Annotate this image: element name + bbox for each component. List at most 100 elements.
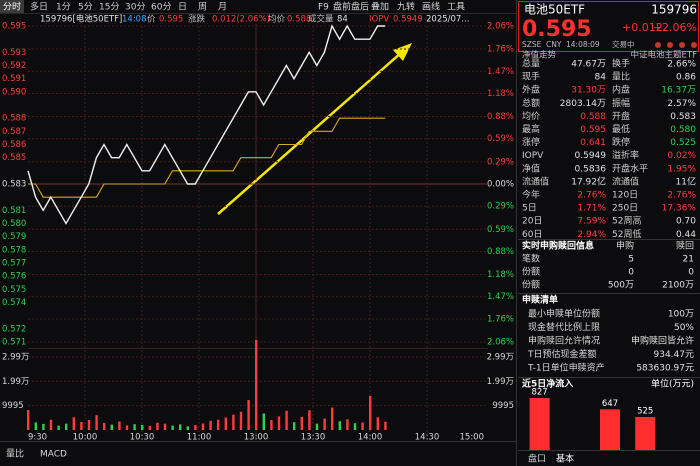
- tab[interactable]: 1分: [56, 2, 71, 13]
- v-tick-label: 9995: [492, 401, 514, 411]
- stat-value: 0.588: [580, 112, 606, 122]
- x-tick-label: 10:30: [130, 433, 155, 443]
- y2-tick-label: 1.76%: [487, 45, 514, 55]
- volume-bar: [201, 423, 205, 430]
- y-tick-label: 0.586: [2, 140, 26, 150]
- stat-value: 17.36%: [662, 204, 697, 214]
- row-label: 现金替代比例上限: [528, 321, 600, 333]
- side-tab[interactable]: 盘口: [528, 453, 546, 465]
- indicator-tab[interactable]: MACD: [40, 450, 67, 460]
- row-value: 100万: [668, 310, 694, 320]
- stat-label: 均价: [522, 110, 540, 122]
- y-tick-label: 0.580: [2, 219, 26, 229]
- flow-label: 525: [637, 406, 653, 416]
- y-tick-label: 0.572: [2, 324, 26, 334]
- indicator-tab[interactable]: 量比: [6, 448, 24, 460]
- volume-bar: [209, 420, 212, 430]
- info-item: 成交量: [308, 14, 334, 25]
- tab[interactable]: 60分: [151, 2, 171, 13]
- flow-bar: [600, 409, 620, 450]
- volume-bar: [156, 422, 159, 430]
- stat-label: 总额: [522, 97, 540, 109]
- volume-bar: [247, 400, 250, 430]
- tool[interactable]: F9: [318, 3, 329, 13]
- quote-name: 电池50ETF: [524, 3, 585, 17]
- info-item: 价: [147, 15, 156, 25]
- y-tick-label: 0.583: [2, 180, 26, 190]
- volume-bar: [255, 339, 258, 430]
- info-item: 0.012(2.06%): [212, 15, 270, 25]
- y-tick-label: 0.593: [2, 48, 26, 58]
- y-tick-label: 0.588: [2, 114, 26, 124]
- tab[interactable]: 15分: [99, 2, 119, 13]
- stat-value: 0.5836: [575, 164, 607, 174]
- tab[interactable]: 日: [178, 2, 187, 13]
- row-value: 500万: [608, 281, 634, 291]
- stat-value: 1.71%: [577, 204, 606, 214]
- volume-bar: [141, 424, 144, 430]
- y2-tick-label: 2.06%: [487, 338, 514, 348]
- stat-label: 内盘: [612, 84, 630, 96]
- y2-tick-label: 1.76%: [487, 314, 514, 324]
- y-tick-label: 0.575: [2, 285, 26, 295]
- volume-bar: [232, 414, 235, 430]
- tab[interactable]: 月: [218, 2, 227, 13]
- volume-bar: [293, 422, 296, 430]
- volume-bar: [262, 413, 265, 430]
- y2-tick-label: 1.47%: [487, 67, 514, 77]
- row-value: 申购赎回皆允许: [631, 335, 694, 347]
- tool[interactable]: 九转: [397, 1, 415, 13]
- v-tick-label: 1.99万: [2, 377, 29, 387]
- tab[interactable]: 分时: [3, 1, 21, 13]
- stat-label: 最高: [522, 123, 540, 135]
- side-tab[interactable]: 基本: [556, 453, 574, 465]
- row-label: T日预估现金差额: [527, 348, 597, 360]
- volume-bar: [361, 422, 364, 430]
- volume-bar: [217, 419, 220, 430]
- row-label: 最小申赎单位份额: [528, 308, 600, 320]
- row-value: 0: [688, 268, 694, 278]
- v-tick-label: 2.99万: [2, 353, 29, 363]
- y-tick-label: 0.585: [2, 153, 26, 163]
- tool[interactable]: 盘前盘后: [333, 1, 369, 13]
- info-item: 2025/07...: [426, 15, 469, 25]
- stat-value: 17.92亿: [571, 175, 606, 187]
- y-tick-label: 0.591: [2, 74, 26, 84]
- volume-bar: [179, 424, 182, 430]
- volume-bar: [65, 423, 68, 430]
- row-value: 0: [628, 268, 634, 278]
- volume-bar: [110, 424, 113, 430]
- stat-label: 跌停: [612, 136, 630, 148]
- tab[interactable]: 30分: [125, 2, 145, 13]
- tab[interactable]: 周: [198, 2, 207, 13]
- tab[interactable]: 5分: [78, 2, 93, 13]
- x-tick-label: 9:30: [28, 433, 47, 443]
- stat-value: 2.76%: [667, 191, 696, 201]
- tool[interactable]: 叠加: [371, 2, 389, 13]
- volume-bar: [384, 421, 387, 430]
- tab[interactable]: 多日: [30, 1, 48, 13]
- x-tick-label: 14:30: [415, 433, 440, 443]
- volume-bar: [194, 425, 197, 430]
- stat-label: 换手: [612, 58, 630, 70]
- stat-value: 7.59%: [577, 217, 606, 227]
- tool[interactable]: 工具: [447, 2, 465, 13]
- volume-bar: [346, 419, 349, 430]
- volume-bar: [224, 417, 227, 430]
- y-tick-label: 0.576: [2, 272, 26, 282]
- stat-label: 52周高: [612, 215, 641, 227]
- stat-label: IOPV: [522, 151, 544, 161]
- col-head: 赎回: [676, 240, 694, 252]
- stat-value: 0.70: [676, 217, 696, 227]
- stat-value: 0.580: [670, 125, 696, 135]
- info-item: 14:08: [122, 15, 147, 25]
- volume-bar: [331, 407, 334, 430]
- flow-bar: [529, 398, 550, 450]
- info-item: 涨跌: [188, 14, 206, 25]
- stat-label: 量比: [612, 71, 630, 83]
- stat-label: 外盘: [522, 84, 540, 96]
- y-tick-label: 0.579: [2, 232, 26, 242]
- info-item: 84: [337, 15, 348, 25]
- tool[interactable]: 画线: [422, 1, 440, 13]
